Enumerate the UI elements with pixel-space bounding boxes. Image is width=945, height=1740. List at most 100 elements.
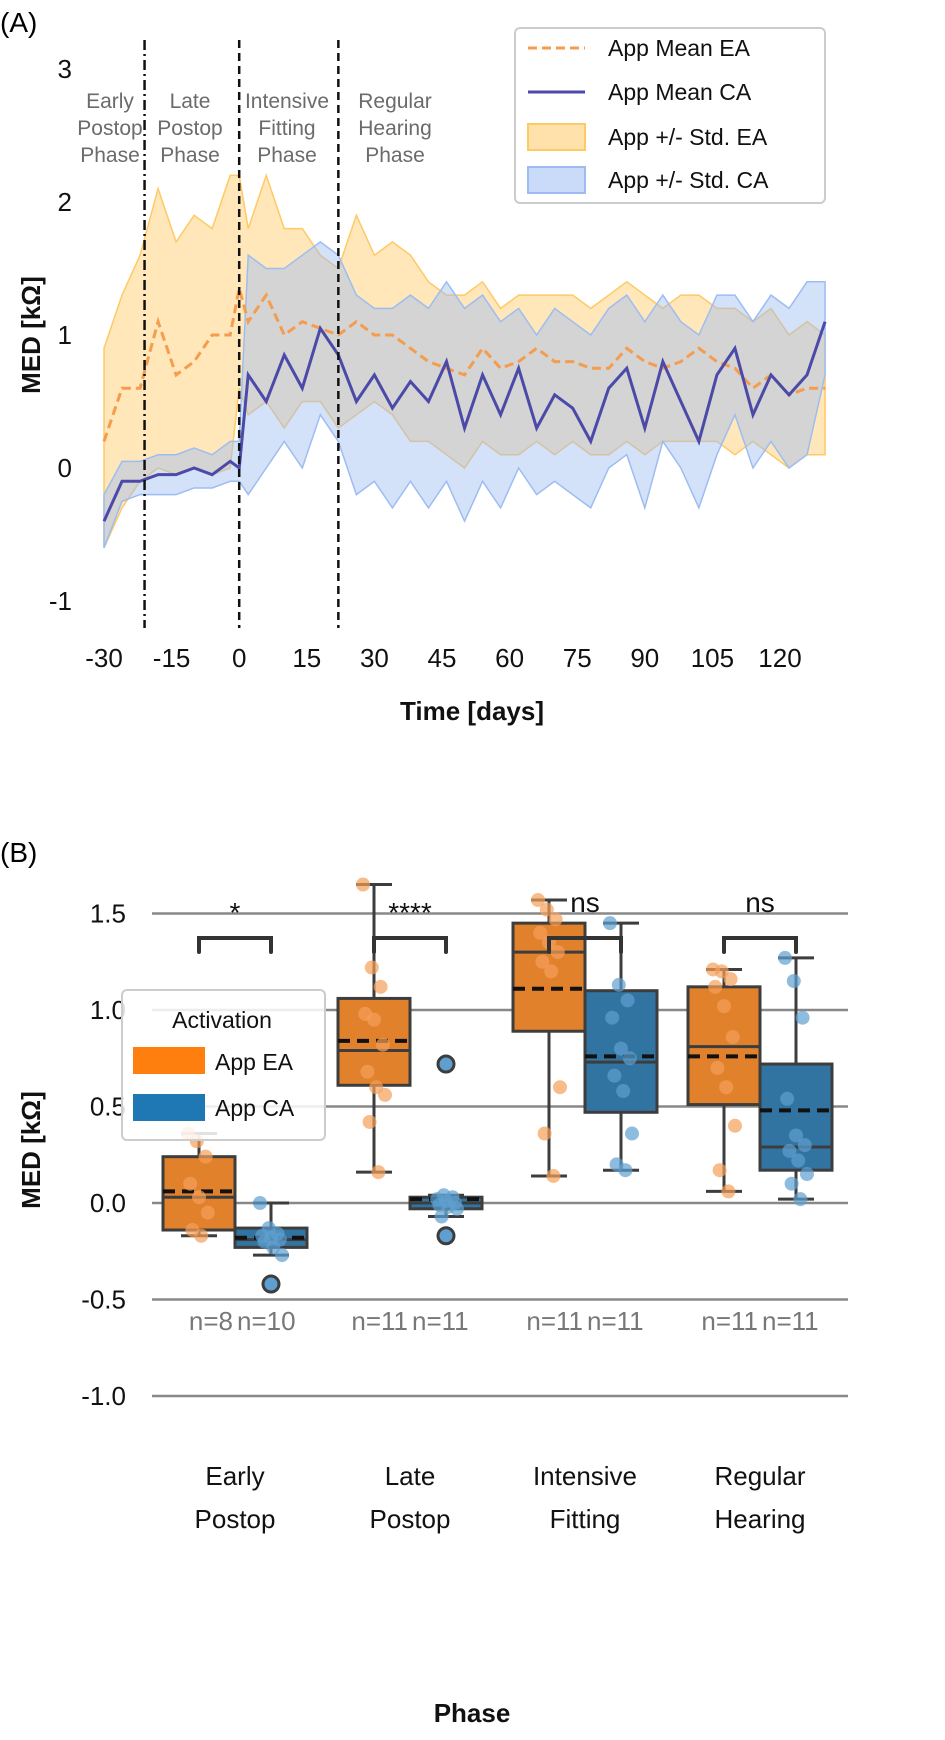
x-axis-label: Phase (434, 1698, 511, 1728)
n-label: n=11 (351, 1306, 408, 1336)
data-point (786, 974, 801, 989)
data-point (183, 1176, 198, 1191)
data-point (603, 916, 617, 931)
outlier-point (436, 1054, 456, 1074)
box-ca (758, 950, 834, 1207)
x-axis-label: Time [days] (400, 696, 544, 726)
y-tick-labels: 3 2 1 0 -1 (49, 54, 72, 616)
n-label: n=10 (237, 1306, 296, 1336)
data-point (791, 1153, 806, 1168)
data-point (373, 979, 388, 994)
data-point (605, 1010, 620, 1025)
legend-label: App +/- Std. CA (608, 167, 769, 193)
phase-label: Postop (77, 117, 142, 140)
data-point (725, 1030, 740, 1045)
data-point (719, 1080, 734, 1095)
category-label: Hearing (714, 1504, 805, 1534)
legend-label: App EA (215, 1049, 294, 1075)
legend-label: App +/- Std. EA (608, 124, 768, 150)
data-point (795, 1010, 810, 1025)
category-labels: Early Postop Late Postop Intensive Fitting Reg… (195, 1461, 806, 1534)
significance-bracket (547, 936, 623, 954)
data-point (544, 964, 559, 979)
phase-label: Phase (257, 144, 317, 167)
data-point (721, 1184, 736, 1199)
y-axis-label: MED [kΩ] (16, 1091, 46, 1209)
phase-label: Intensive (245, 90, 329, 113)
data-point (708, 979, 723, 994)
n-label: n=11 (762, 1306, 819, 1336)
data-point (364, 960, 379, 975)
data-point (362, 1114, 377, 1129)
y-tick-label: 3 (58, 54, 72, 84)
data-point (778, 950, 792, 965)
outlier-point (261, 1274, 281, 1294)
significance-bracket (372, 936, 448, 954)
data-point (789, 1128, 803, 1143)
data-point (618, 1163, 633, 1178)
panel-b: (B) 1.51.00.50.0-0.5-1.0 * **** ns ns n=8 n=… (0, 837, 848, 1728)
legend: Activation App EA App CA (121, 989, 326, 1141)
legend-label: App CA (215, 1095, 295, 1121)
category-label: Intensive (533, 1461, 637, 1491)
phase-label: Phase (365, 144, 425, 167)
data-point (275, 1248, 289, 1263)
panel-b-label: (B) (0, 837, 37, 868)
data-point (723, 972, 738, 987)
data-point (625, 1126, 639, 1141)
n-labels: n=8 n=10 n=11 n=11 n=11 n=11 n=11 n=11 (189, 1306, 819, 1336)
data-point (710, 1060, 725, 1075)
phase-label: Early (86, 90, 134, 113)
x-tick-label: 60 (495, 643, 524, 673)
data-point (192, 1190, 206, 1205)
phase-label: Phase (160, 144, 220, 167)
data-point (797, 1138, 812, 1153)
data-point (537, 1126, 552, 1141)
phase-label: Phase (80, 144, 140, 167)
x-tick-labels: -30 -15 0 15 30 45 60 75 90 105 120 (85, 643, 801, 673)
data-point (356, 877, 370, 892)
legend: App Mean EA App Mean CA App +/- Std. EA … (514, 27, 826, 204)
gridlines (152, 912, 848, 1398)
std-bands (103, 173, 826, 549)
n-label: n=11 (526, 1306, 583, 1336)
significance-label: ns (570, 887, 600, 918)
y-tick-label: 1.0 (90, 995, 126, 1025)
y-tick-labels: 1.5 1.0 0.5 0.0 -0.5 -1.0 (81, 899, 126, 1412)
phase-label: Late (170, 90, 211, 113)
n-label: n=11 (701, 1306, 758, 1336)
y-tick-label: -0.5 (81, 1285, 126, 1315)
box-ea (161, 1126, 237, 1243)
mean-lines (102, 288, 827, 522)
panel-a: (A) Early Postop Phase Late Postop Phase Inten… (0, 7, 827, 726)
data-point (533, 925, 548, 940)
x-tick-label: 90 (630, 643, 659, 673)
significance-label: * (230, 897, 241, 928)
x-tick-label: 120 (758, 643, 801, 673)
significance-label: ns (745, 887, 775, 918)
category-label: Postop (370, 1504, 451, 1534)
data-point (253, 1196, 267, 1210)
data-point (434, 1209, 449, 1224)
x-tick-label: -30 (85, 643, 123, 673)
legend-label: App Mean CA (608, 79, 752, 105)
significance-annotations: * **** ns ns (197, 887, 798, 954)
y-axis-label: MED [kΩ] (16, 276, 46, 394)
x-tick-label: -15 (153, 643, 191, 673)
phase-markers: Early Postop Phase Late Postop Phase Intensive… (77, 40, 432, 628)
y-tick-label: 1 (58, 320, 72, 350)
box-ca (233, 1196, 309, 1294)
y-tick-label: -1.0 (81, 1381, 126, 1411)
data-point (367, 1012, 381, 1027)
category-label: Fitting (550, 1504, 621, 1534)
n-label: n=8 (189, 1306, 233, 1336)
y-tick-label: 0.5 (90, 1092, 126, 1122)
data-point (194, 1228, 209, 1243)
data-point (616, 1084, 631, 1099)
phase-label: Regular (358, 90, 432, 113)
x-tick-label: 0 (232, 643, 246, 673)
data-point (200, 1205, 215, 1220)
box-ea (336, 877, 412, 1180)
data-point (539, 902, 554, 917)
